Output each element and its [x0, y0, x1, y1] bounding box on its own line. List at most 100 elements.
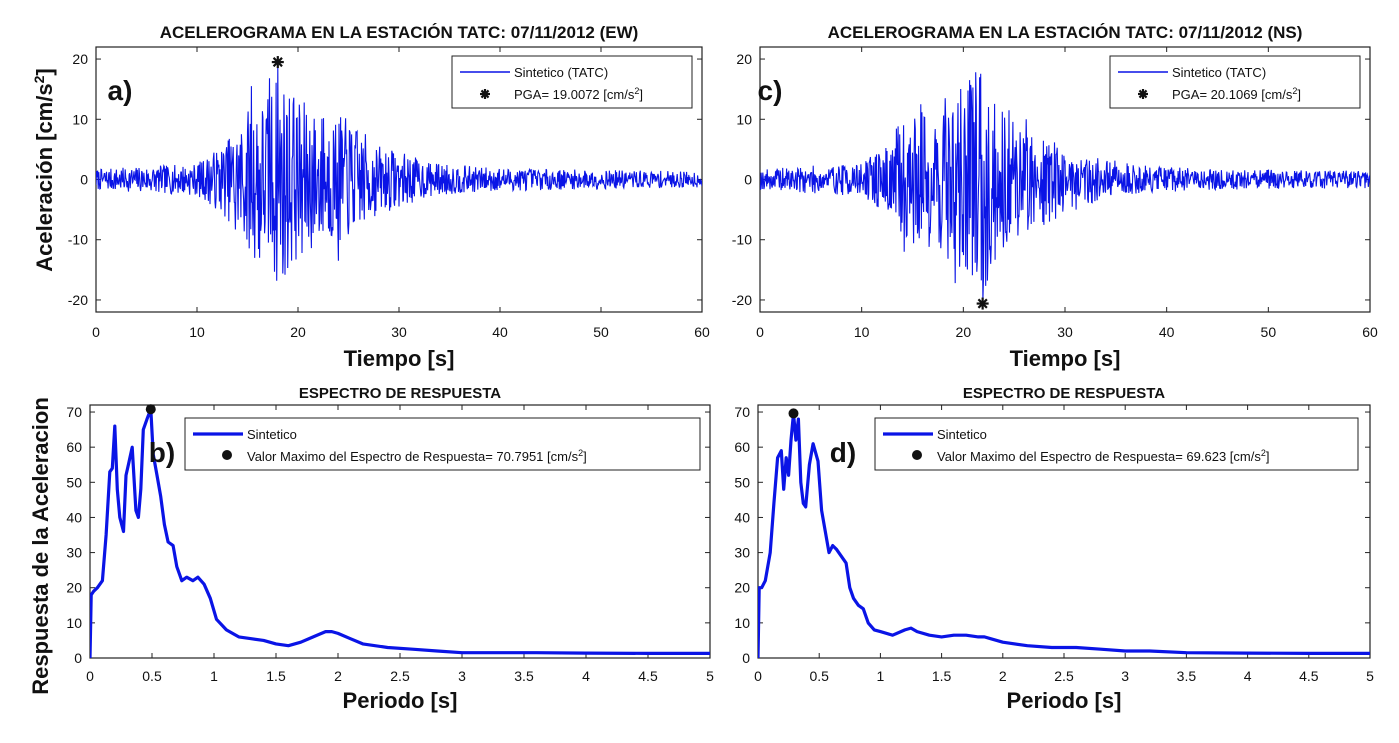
x-axis-label: Periodo [s]: [343, 688, 458, 713]
panel-label: b): [149, 437, 175, 468]
x-tick-label: 2: [999, 668, 1007, 684]
legend-marker-text: PGA= 19.0072 [cm/s: [514, 87, 635, 102]
x-tick-label: 10: [854, 324, 870, 340]
ylabel-acceleration: Aceleración [cm/s2]: [31, 68, 57, 271]
x-tick-label: 50: [1261, 324, 1277, 340]
x-tick-label: 2.5: [390, 668, 410, 684]
legend-box: [874, 417, 1359, 471]
x-tick-label: 1.5: [932, 668, 952, 684]
legend: Sintetico Valor Maximo del Espectro de Re…: [874, 417, 1359, 471]
x-tick-label: 3.5: [514, 668, 534, 684]
x-tick-label: 60: [1362, 324, 1378, 340]
x-tick-label: 5: [1366, 668, 1374, 684]
ylabel-acceleration-close: ]: [32, 68, 57, 75]
chart-title: ACELEROGRAMA EN LA ESTACIÓN TATC: 07/11/…: [828, 23, 1303, 42]
x-tick-label: 20: [290, 324, 306, 340]
x-tick-label: 3: [1121, 668, 1129, 684]
chart-panel-a: ACELEROGRAMA EN LA ESTACIÓN TATC: 07/11/…: [68, 23, 710, 371]
y-tick-label: 10: [736, 111, 752, 127]
panel-label: c): [758, 75, 783, 106]
legend-marker-asterisk-stroke: [1138, 89, 1148, 99]
legend-marker-close: ]: [1266, 449, 1270, 464]
x-tick-label: 40: [492, 324, 508, 340]
y-tick-label: 40: [66, 509, 82, 525]
x-tick-label: 4: [1244, 668, 1252, 684]
legend-line-label: Sintetico: [937, 427, 987, 442]
legend: Sintetico (TATC) PGA= 20.1069 [cm/s2]: [1109, 55, 1361, 109]
x-tick-label: 2: [334, 668, 342, 684]
x-tick-label: 0.5: [809, 668, 829, 684]
y-tick-label: 30: [734, 545, 750, 561]
chart-title: ESPECTRO DE RESPUESTA: [963, 385, 1165, 402]
x-tick-label: 30: [1057, 324, 1073, 340]
x-axis-label: Tiempo [s]: [1010, 346, 1121, 371]
legend-marker-sup: 2: [1261, 448, 1266, 458]
series-line-sintetico: [90, 407, 710, 658]
y-tick-label: -10: [732, 232, 752, 248]
y-tick-label: 0: [80, 172, 88, 188]
y-tick-label: -20: [732, 292, 752, 308]
x-tick-label: 4.5: [1299, 668, 1319, 684]
legend-box: [451, 55, 693, 109]
y-tick-label: 60: [66, 439, 82, 455]
y-tick-label: 0: [744, 172, 752, 188]
x-tick-label: 30: [391, 324, 407, 340]
legend-marker-asterisk: [1138, 89, 1148, 99]
pga-marker: [271, 56, 284, 69]
x-tick-label: 1: [877, 668, 885, 684]
x-tick-label: 1: [210, 668, 218, 684]
legend-marker-sup: 2: [578, 448, 583, 458]
panel-label: d): [830, 437, 856, 468]
y-tick-label: 10: [734, 615, 750, 631]
max-marker: [145, 404, 156, 415]
x-tick-label: 10: [189, 324, 205, 340]
y-tick-label: -20: [68, 292, 88, 308]
x-tick-label: 4: [582, 668, 590, 684]
pga-marker-stroke: [272, 57, 283, 68]
series-line-sintetico: [758, 411, 1370, 658]
x-tick-label: 2.5: [1054, 668, 1074, 684]
x-tick-label: 0: [86, 668, 94, 684]
chart-panel-d: ESPECTRO DE RESPUESTA 0 0.5 1 1.5 2 2.5 3 3.5 4 4.…: [734, 385, 1374, 713]
x-tick-label: 5: [706, 668, 714, 684]
legend-marker-label: PGA= 20.1069 [cm/s2]: [1172, 86, 1301, 102]
x-tick-label: 0: [754, 668, 762, 684]
legend-marker-close: ]: [583, 449, 587, 464]
pga-marker: [976, 297, 989, 310]
x-tick-label: 3: [458, 668, 466, 684]
x-tick-label: 60: [694, 324, 710, 340]
legend-marker-close: ]: [639, 87, 643, 102]
y-tick-label: 0: [742, 650, 750, 666]
y-tick-label: 20: [72, 51, 88, 67]
legend-line-label: Sintetico: [247, 427, 297, 442]
y-tick-label: 70: [734, 404, 750, 420]
x-axis-label: Periodo [s]: [1007, 688, 1122, 713]
ylabel-acceleration-sup: 2: [31, 75, 47, 83]
legend-line-label: Sintetico (TATC): [1172, 65, 1266, 80]
x-tick-label: 40: [1159, 324, 1175, 340]
legend-marker-dot: [912, 450, 922, 460]
y-tick-label: 20: [736, 51, 752, 67]
x-tick-label: 0: [756, 324, 764, 340]
legend-marker-text: PGA= 20.1069 [cm/s: [1172, 87, 1293, 102]
y-tick-label: -10: [68, 232, 88, 248]
legend-marker-label: PGA= 19.0072 [cm/s2]: [514, 86, 643, 102]
legend-marker-asterisk-stroke: [480, 89, 490, 99]
legend-marker-text: Valor Maximo del Espectro de Respuesta= …: [247, 449, 579, 464]
legend-line-label: Sintetico (TATC): [514, 65, 608, 80]
x-tick-label: 4.5: [638, 668, 658, 684]
legend-marker-dot: [222, 450, 232, 460]
legend-box: [1109, 55, 1361, 109]
legend-marker-close: ]: [1297, 87, 1301, 102]
chart-panel-c: ACELEROGRAMA EN LA ESTACIÓN TATC: 07/11/…: [732, 23, 1378, 371]
y-tick-label: 50: [734, 474, 750, 490]
x-tick-label: 0: [92, 324, 100, 340]
y-tick-label: 60: [734, 439, 750, 455]
y-tick-label: 20: [66, 580, 82, 596]
y-tick-label: 40: [734, 509, 750, 525]
y-tick-label: 50: [66, 474, 82, 490]
legend: Sintetico Valor Maximo del Espectro de Re…: [184, 417, 701, 471]
chart-title: ESPECTRO DE RESPUESTA: [299, 385, 501, 402]
x-tick-label: 1.5: [266, 668, 286, 684]
legend-box: [184, 417, 701, 471]
